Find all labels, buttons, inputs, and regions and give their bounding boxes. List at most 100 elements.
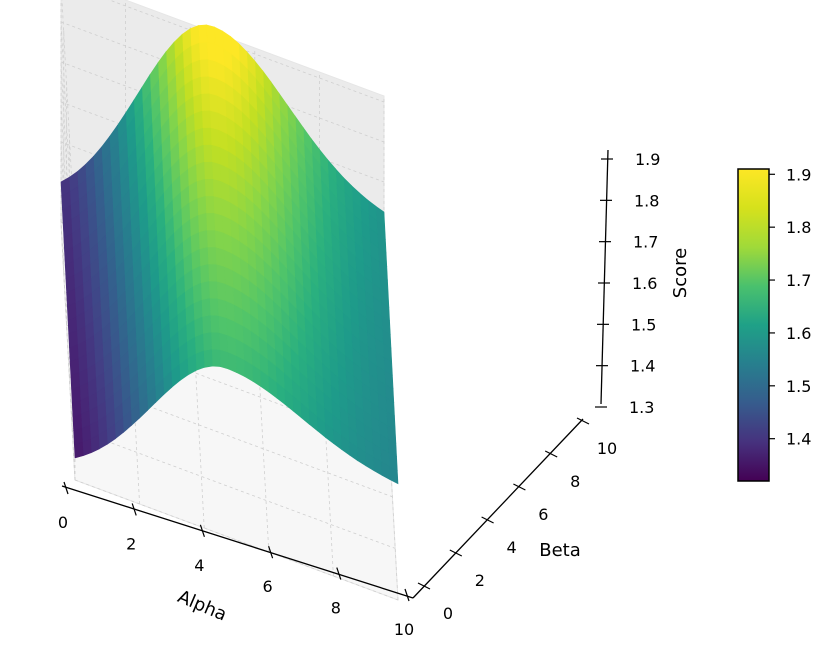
surface-facet <box>219 349 229 370</box>
colorbar-ticks: 1.4 1.5 1.6 1.7 1.8 1.9 <box>769 165 811 449</box>
surface-facet <box>194 144 205 165</box>
axis-ticks: 0 2 4 6 8 10 0 2 4 6 8 10 1.3 1.4 1.5 1.6 1.7 1.8 1.9 <box>58 150 661 639</box>
surface-mesh <box>60 24 399 485</box>
x-tick-mark <box>336 567 342 580</box>
surface-facet <box>197 24 208 43</box>
y-tick-label: 4 <box>507 538 517 557</box>
surface-facet <box>207 263 218 282</box>
x-tick-mark <box>404 588 410 602</box>
z-tick-label: 1.8 <box>634 191 659 210</box>
surface-facet <box>201 297 211 317</box>
z-tick-label: 1.9 <box>635 150 660 169</box>
y-tick-mark <box>481 516 494 524</box>
colorbar-tick-label: 1.5 <box>786 377 811 396</box>
surface-facet <box>201 109 211 129</box>
surface-facet <box>196 178 206 199</box>
surface-facet <box>197 212 208 233</box>
y-tick-label: 2 <box>475 571 485 590</box>
x-axis-label: Alpha <box>174 586 229 625</box>
colorbar-gradient <box>737 168 770 482</box>
surface-facet <box>207 58 217 79</box>
surface-facet <box>198 229 208 250</box>
z-axis-label: Score <box>670 248 691 298</box>
y-tick-label: 0 <box>443 604 453 623</box>
surface-facet <box>195 161 205 182</box>
surface-facet <box>200 75 210 94</box>
y-axis-line <box>412 418 584 599</box>
grid-line-x-floor <box>319 317 334 577</box>
surface-facet <box>198 246 209 267</box>
x-tick-label: 4 <box>194 556 204 575</box>
x-tick-mark <box>199 524 205 537</box>
x-tick-label: 10 <box>394 620 414 639</box>
surface-facet <box>200 280 210 301</box>
surface-facet <box>203 348 213 368</box>
surface-facet <box>209 297 219 316</box>
surface-facet <box>217 314 228 336</box>
surface-facet <box>195 350 205 371</box>
surface-facet <box>205 24 216 45</box>
grid-line-z-left <box>60 221 76 481</box>
surface-facet <box>211 161 222 182</box>
surface-facet <box>200 92 211 111</box>
surface-facet <box>72 413 83 431</box>
surface-facet <box>212 195 223 216</box>
y-tick-mark <box>544 450 558 458</box>
surface-facet <box>206 41 217 62</box>
surface-facet <box>194 127 204 148</box>
z-axis-line <box>600 149 609 405</box>
surface-facet <box>198 41 209 60</box>
x-tick-label: 8 <box>331 599 341 618</box>
surface-facet <box>208 92 219 113</box>
surface-facet <box>217 297 227 319</box>
x-tick-mark <box>131 503 137 516</box>
surface-facet <box>190 42 201 64</box>
surface-facet <box>196 195 207 216</box>
surface-facet <box>203 161 214 180</box>
surface-facet <box>209 314 220 333</box>
surface-facet <box>201 314 212 334</box>
x-tick-label: 6 <box>263 577 273 596</box>
y-tick-label: 10 <box>597 439 617 458</box>
grid-line-x-floor <box>254 293 270 553</box>
surface-facet <box>214 229 224 250</box>
colorbar <box>737 168 770 482</box>
colorbar-tick-label: 1.7 <box>786 271 811 290</box>
surface-facet <box>73 441 84 459</box>
colorbar-tick-label: 1.4 <box>786 430 811 449</box>
grid-line-x-floor <box>125 245 140 505</box>
surface-facet <box>202 144 213 163</box>
x-tick-label: 2 <box>126 534 136 553</box>
grid-line-x-floor <box>383 341 399 601</box>
surface-facet <box>210 331 221 350</box>
colorbar-tick-label: 1.8 <box>786 218 811 237</box>
colorbar-tick-label: 1.6 <box>786 324 811 343</box>
surface-facet <box>208 75 218 96</box>
y-tick-label: 8 <box>570 472 580 491</box>
x-tick-mark <box>268 546 274 559</box>
surface-facet <box>192 93 203 114</box>
surface-facet <box>199 58 209 77</box>
surface-facet <box>191 76 202 97</box>
surface-facet <box>216 280 226 302</box>
surface-facet <box>191 59 201 80</box>
surface-facet <box>202 127 212 146</box>
surface-facet <box>209 109 219 130</box>
z-tick-label: 1.3 <box>629 398 654 417</box>
surface-facet <box>206 229 216 248</box>
surface-facet <box>218 331 229 353</box>
z-tick-label: 1.7 <box>633 233 658 252</box>
surface-facet <box>215 246 225 267</box>
surface-facet <box>210 127 220 148</box>
colorbar-tick-label: 1.9 <box>786 165 811 184</box>
surface-facet <box>207 246 217 265</box>
grid-line-x-floor <box>189 269 205 529</box>
y-axis-label: Beta <box>539 540 581 561</box>
surface-facet <box>60 176 71 197</box>
surface-facet <box>202 331 212 351</box>
y-tick-mark <box>576 417 590 425</box>
surface-facet <box>73 427 83 445</box>
x-tick-label: 0 <box>58 513 68 532</box>
